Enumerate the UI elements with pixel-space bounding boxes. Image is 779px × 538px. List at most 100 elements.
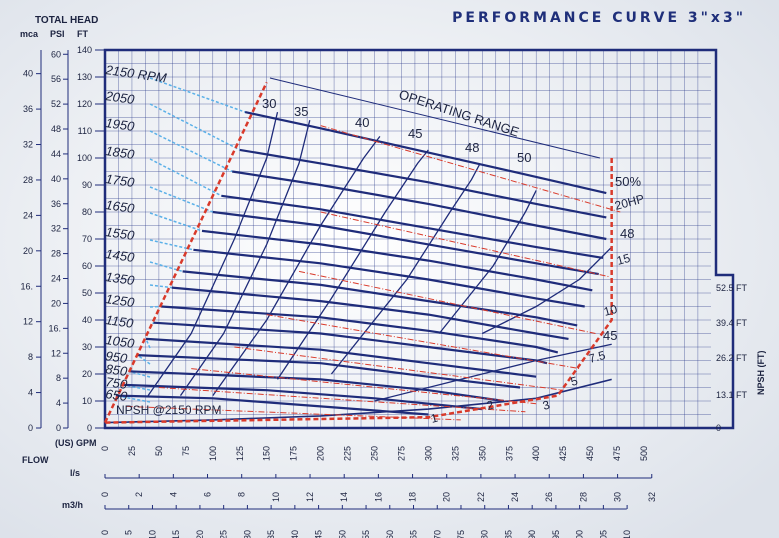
- mca-tick-label: 40: [23, 69, 33, 79]
- speed-label: 650: [105, 386, 129, 404]
- gpm-tick-label: 425: [558, 446, 568, 461]
- efficiency-curve: [212, 136, 381, 396]
- efficiency-label: 48: [620, 226, 634, 241]
- speed-curve: [137, 354, 521, 389]
- ft-tick-label: 10: [82, 396, 92, 406]
- m3h-tick-label: 35: [266, 530, 276, 538]
- ls-tick-label: 6: [203, 492, 213, 497]
- speed-extension-line: [149, 239, 194, 251]
- ft-tick-label: 30: [82, 342, 92, 352]
- speed-extension-line: [136, 354, 151, 365]
- power-label: 2: [485, 398, 495, 413]
- efficiency-label: 40: [355, 115, 369, 130]
- m3h-tick-label: 85: [503, 530, 513, 538]
- speed-extension-line: [145, 338, 151, 349]
- mca-tick-label: 16.: [20, 281, 33, 291]
- psi-label: PSI: [50, 29, 65, 39]
- m3h-tick-label: 45: [314, 530, 324, 538]
- power-label: 1: [429, 411, 439, 426]
- operating-range-right: [104, 158, 613, 424]
- power-line: [320, 211, 610, 278]
- speed-extension-line: [149, 103, 241, 151]
- ft-tick-label: 120: [77, 99, 92, 109]
- speed-curve: [239, 148, 607, 219]
- speed-extension-line: [149, 158, 222, 197]
- ls-tick-label: 22: [476, 492, 486, 502]
- speed-extension-line: [149, 186, 214, 213]
- mca-tick-label: 4: [28, 388, 33, 398]
- efficiency-label: 50%: [615, 174, 641, 189]
- speed-label: 750: [105, 374, 129, 392]
- power-label: 5: [569, 374, 579, 389]
- npsh-tick-label: 52.5 FT: [716, 283, 748, 293]
- gpm-tick-label: 150: [262, 446, 272, 461]
- gpm-tick-label: 0: [100, 446, 110, 451]
- npsh-axis-label: NPSH (FT): [756, 351, 766, 396]
- curves-layer: [103, 81, 621, 424]
- m3h-tick-label: 65: [409, 530, 419, 538]
- speed-label: 1550: [105, 224, 136, 243]
- speed-label: 1850: [105, 143, 136, 162]
- ft-tick-label: 0: [87, 423, 92, 433]
- m3h-tick-label: 25: [219, 530, 229, 538]
- m3h-tick-label: 75: [456, 530, 466, 538]
- speed-label: 1150: [105, 312, 136, 331]
- gpm-tick-label: 275: [396, 446, 406, 461]
- ft-label: FT: [77, 29, 88, 39]
- ft-tick-label: 80: [82, 207, 92, 217]
- power-label: 3: [541, 398, 551, 413]
- efficiency-curve: [438, 190, 537, 334]
- psi-tick-label: 16.: [48, 323, 61, 333]
- ls-tick-label: 0: [100, 492, 110, 497]
- psi-tick-label: 36: [51, 199, 61, 209]
- ft-tick-label: 100: [77, 153, 92, 163]
- speed-label: 850: [105, 361, 129, 379]
- npsh-tick-label: 0: [716, 423, 721, 433]
- operating-range-left: [103, 81, 268, 424]
- ft-tick-label: 70: [82, 234, 92, 244]
- psi-tick-label: 8: [56, 373, 61, 383]
- m3h-tick-label: 90: [527, 530, 537, 538]
- ft-tick-label: 40: [82, 315, 92, 325]
- ls-tick-label: 16: [373, 492, 383, 502]
- gpm-tick-label: 75: [181, 446, 191, 456]
- speed-label: 1450: [105, 246, 136, 265]
- ls-tick-label: 24: [510, 492, 520, 502]
- ft-tick-label: 50: [82, 288, 92, 298]
- efficiency-curve: [179, 120, 311, 396]
- gpm-tick-label: 500: [639, 446, 649, 461]
- psi-tick-label: 56: [51, 74, 61, 84]
- psi-tick-label: 4: [56, 398, 61, 408]
- gpm-tick-label: 400: [531, 446, 541, 461]
- psi-tick-label: 28: [51, 249, 61, 259]
- speed-label: 2050: [104, 88, 136, 107]
- efficiency-label: 45: [603, 328, 617, 343]
- m3h-label: m3/h: [62, 500, 83, 510]
- speed-curve: [221, 194, 604, 259]
- speed-label: 1250: [105, 291, 136, 310]
- m3h-tick-label: 20: [195, 530, 205, 538]
- power-line: [234, 346, 564, 391]
- npsh-curve-label: NPSH @2150 RPM: [116, 403, 222, 417]
- m3h-tick-label: 30: [242, 530, 252, 538]
- efficiency-curve: [276, 149, 429, 380]
- gpm-tick-label: 475: [612, 446, 622, 461]
- gpm-tick-label: 125: [235, 446, 245, 461]
- m3h-tick-label: 105: [598, 530, 608, 538]
- power-label: 10: [602, 302, 619, 319]
- mca-tick-label: 32: [23, 140, 33, 150]
- m3h-tick-label: 60: [385, 530, 395, 538]
- efficiency-curve: [147, 111, 279, 396]
- ls-tick-label: 18: [408, 492, 418, 502]
- ft-tick-label: 60: [82, 261, 92, 271]
- speed-curve: [212, 210, 599, 276]
- mca-tick-label: 0: [28, 423, 33, 433]
- efficiency-label: 35: [294, 104, 308, 119]
- speed-extension-line: [149, 212, 203, 232]
- m3h-tick-label: 100: [575, 530, 585, 538]
- ls-tick-label: 4: [168, 492, 178, 497]
- speed-label: 1750: [105, 171, 136, 190]
- speed-curve: [193, 248, 585, 308]
- gpm-tick-label: 350: [477, 446, 487, 461]
